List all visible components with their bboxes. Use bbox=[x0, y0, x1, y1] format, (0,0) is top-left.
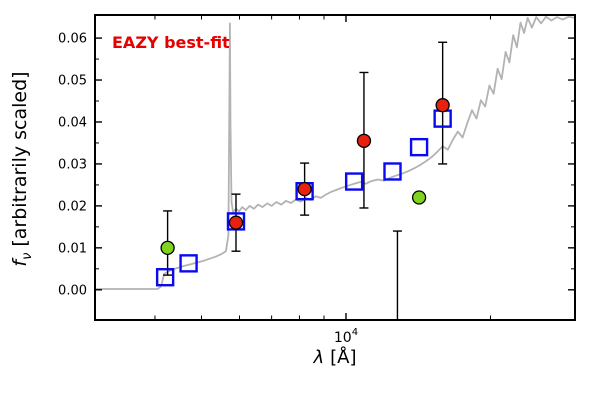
y-axis-units: [arbitrarily scaled] bbox=[9, 71, 31, 247]
y-tick-label: 0.03 bbox=[58, 157, 87, 172]
flagged-point-marker bbox=[411, 190, 427, 205]
model-photometry-marker bbox=[344, 172, 364, 191]
fnu-symbol: f bbox=[9, 259, 31, 267]
model-photometry-marker bbox=[155, 268, 175, 287]
x-axis-label: λ [Å] bbox=[235, 347, 435, 368]
annotation-eazy-best-fit: EAZY best-fit bbox=[112, 33, 230, 52]
plot-frame bbox=[94, 14, 576, 321]
y-tick-label: 0.01 bbox=[58, 241, 87, 256]
y-tick-label: 0.04 bbox=[58, 115, 87, 130]
flagged-point-marker bbox=[160, 240, 175, 255]
observed-point-marker bbox=[228, 215, 244, 230]
y-tick-label: 0.02 bbox=[58, 199, 87, 214]
x-tick-label: 104 bbox=[334, 327, 358, 346]
observed-point-marker bbox=[435, 98, 450, 113]
observed-point-marker bbox=[356, 133, 372, 149]
model-photometry-marker bbox=[409, 137, 429, 157]
model-photometry-marker bbox=[179, 254, 198, 273]
y-tick-label: 0.06 bbox=[58, 32, 87, 47]
lambda-symbol: λ bbox=[313, 347, 325, 368]
y-tick-label: 0.05 bbox=[58, 74, 87, 89]
x-axis-units: [Å] bbox=[330, 347, 357, 368]
model-photometry-marker bbox=[383, 162, 402, 181]
observed-point-marker bbox=[297, 181, 312, 197]
y-tick-label: 0.00 bbox=[58, 283, 87, 298]
spectrum-line bbox=[95, 15, 575, 290]
y-axis-label: fν [arbitrarily scaled] bbox=[9, 29, 35, 309]
nu-subscript: ν bbox=[19, 252, 35, 260]
